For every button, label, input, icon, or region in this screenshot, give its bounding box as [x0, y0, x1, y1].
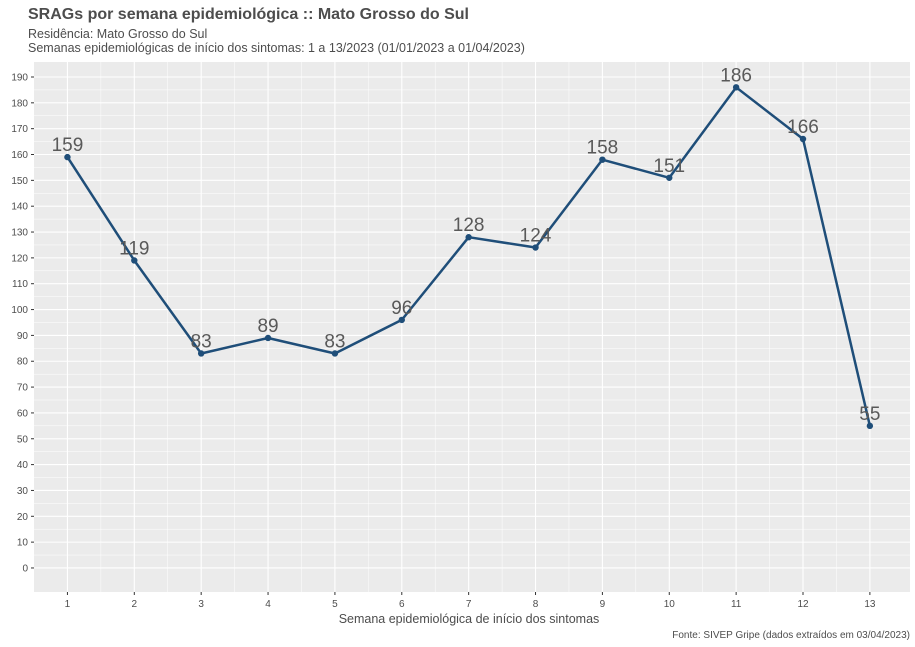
data-point	[732, 84, 740, 91]
minor-gridlines	[34, 62, 910, 592]
data-label: 83	[324, 331, 345, 352]
y-tick-label: 20	[17, 512, 29, 523]
y-tick-label: 120	[11, 253, 28, 264]
data-point	[599, 156, 606, 163]
chart-subtitle-weeks: Semanas epidemiológicas de início dos si…	[28, 41, 525, 55]
major-gridlines	[34, 62, 910, 592]
data-label: 55	[859, 404, 880, 425]
x-tick-label: 6	[399, 599, 405, 610]
data-label: 158	[587, 138, 619, 159]
y-tick-label: 100	[11, 305, 28, 316]
y-tick-label: 160	[11, 150, 28, 161]
data-point	[197, 350, 205, 357]
x-tick-label: 1	[65, 599, 71, 610]
y-tick-label: 150	[11, 176, 28, 187]
y-tick-label: 110	[12, 279, 28, 290]
data-point	[131, 257, 138, 264]
data-points	[64, 84, 874, 430]
x-tick-label: 3	[198, 599, 204, 610]
x-tick-label: 5	[332, 599, 338, 610]
data-label: 166	[787, 117, 819, 138]
y-tick-label: 180	[11, 98, 28, 109]
y-tick-label: 170	[11, 124, 28, 135]
y-tick-label: 140	[11, 202, 28, 213]
y-axis: 0 10 20 30 40 50 60 70 80 90 100 110 120 130 140 150 160…	[11, 72, 34, 574]
x-tick-label: 7	[466, 599, 472, 610]
source-caption: Fonte: SIVEP Gripe (dados extraídos em 0…	[672, 630, 910, 641]
data-point	[532, 244, 539, 251]
data-label: 124	[520, 226, 552, 247]
y-tick-label: 70	[17, 383, 29, 394]
plot-panel	[34, 62, 910, 592]
x-tick-label: 8	[533, 599, 539, 610]
y-tick-label: 40	[17, 460, 29, 471]
y-tick-label: 90	[17, 331, 29, 342]
data-point	[264, 334, 272, 342]
data-label: 159	[52, 135, 84, 156]
y-tick-label: 60	[17, 408, 29, 419]
data-label: 89	[257, 316, 278, 337]
data-label: 128	[453, 215, 485, 236]
x-tick-label: 11	[731, 599, 742, 610]
x-tick-label: 13	[864, 599, 876, 610]
data-label: 186	[720, 65, 752, 86]
y-tick-label: 50	[17, 434, 29, 445]
data-point	[64, 153, 71, 161]
x-tick-label: 2	[132, 599, 138, 610]
x-tick-label: 4	[265, 599, 271, 610]
x-tick-label: 10	[664, 599, 676, 610]
data-point	[799, 135, 807, 143]
y-tick-label: 30	[17, 486, 29, 497]
data-label: 96	[391, 298, 412, 319]
data-label: 119	[119, 238, 149, 259]
x-tick-label: 12	[797, 599, 809, 610]
y-tick-label: 10	[17, 538, 29, 549]
chart-subtitle-residence: Residência: Mato Grosso do Sul	[28, 27, 208, 41]
data-point	[331, 350, 339, 357]
data-point	[465, 234, 472, 241]
x-axis: 1 2 3 4 5 6 7 8 9 10 11 12 13	[65, 592, 876, 610]
data-label: 151	[653, 156, 685, 177]
x-tick-label: 9	[600, 599, 606, 610]
y-tick-label: 190	[11, 72, 28, 83]
data-point	[398, 316, 405, 324]
data-point	[666, 174, 673, 181]
data-labels: 159 119 83 89 83 96 128 124 158 151 186 166 55	[52, 65, 881, 425]
y-tick-label: 130	[11, 228, 28, 239]
chart-title: SRAGs por semana epidemiológica :: Mato …	[28, 6, 469, 23]
x-axis-title: Semana epidemiológica de início dos sint…	[339, 612, 600, 626]
y-tick-label: 0	[22, 563, 28, 574]
y-tick-label: 80	[17, 357, 29, 368]
data-point	[866, 422, 874, 430]
data-label: 83	[191, 331, 212, 352]
